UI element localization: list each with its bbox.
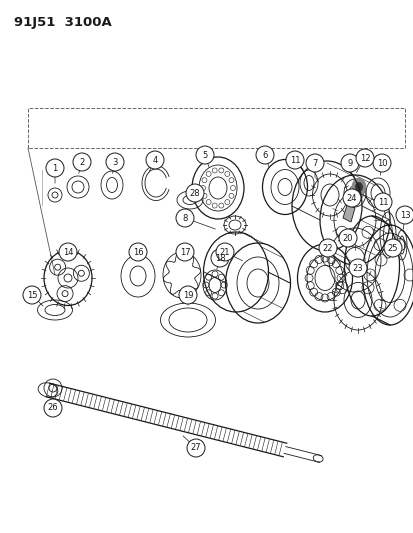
Circle shape — [395, 206, 413, 224]
Circle shape — [338, 229, 356, 247]
Circle shape — [383, 239, 401, 257]
Text: 26: 26 — [47, 403, 58, 413]
Circle shape — [178, 286, 197, 304]
Text: 1: 1 — [52, 164, 57, 173]
Text: 20: 20 — [342, 233, 352, 243]
Text: 18: 18 — [214, 254, 225, 262]
Ellipse shape — [351, 178, 365, 196]
Text: 12: 12 — [359, 154, 369, 163]
Circle shape — [216, 243, 233, 261]
Circle shape — [373, 193, 391, 211]
Text: 13: 13 — [399, 211, 409, 220]
Circle shape — [46, 159, 64, 177]
Circle shape — [185, 184, 204, 202]
Circle shape — [106, 153, 124, 171]
Text: 19: 19 — [182, 290, 193, 300]
Circle shape — [305, 154, 323, 172]
Text: 28: 28 — [189, 189, 200, 198]
Circle shape — [255, 146, 273, 164]
Circle shape — [372, 154, 390, 172]
Circle shape — [146, 151, 164, 169]
Circle shape — [73, 153, 91, 171]
Circle shape — [59, 243, 77, 261]
Circle shape — [342, 189, 360, 207]
Text: 16: 16 — [133, 247, 143, 256]
Text: 5: 5 — [202, 150, 207, 159]
Circle shape — [285, 151, 303, 169]
Text: 22: 22 — [322, 244, 332, 253]
Text: 23: 23 — [352, 263, 363, 272]
Text: 91J51  3100A: 91J51 3100A — [14, 16, 112, 29]
Text: 3: 3 — [112, 157, 117, 166]
Circle shape — [23, 286, 41, 304]
Circle shape — [187, 439, 204, 457]
Text: 9: 9 — [347, 158, 352, 167]
Circle shape — [340, 154, 358, 172]
Circle shape — [211, 249, 228, 267]
Circle shape — [355, 149, 373, 167]
Text: 6: 6 — [262, 150, 267, 159]
Text: 21: 21 — [219, 247, 230, 256]
Text: 7: 7 — [311, 158, 317, 167]
Text: 8: 8 — [182, 214, 187, 222]
Circle shape — [44, 399, 62, 417]
Text: 10: 10 — [376, 158, 386, 167]
Polygon shape — [342, 205, 354, 222]
Text: 15: 15 — [27, 290, 37, 300]
Circle shape — [176, 243, 194, 261]
Text: 24: 24 — [346, 193, 356, 203]
Circle shape — [176, 209, 194, 227]
Text: 4: 4 — [152, 156, 157, 165]
Text: 17: 17 — [179, 247, 190, 256]
Circle shape — [318, 239, 336, 257]
Circle shape — [129, 243, 147, 261]
Text: 25: 25 — [387, 244, 397, 253]
Ellipse shape — [355, 182, 362, 191]
Text: 27: 27 — [190, 443, 201, 453]
Circle shape — [195, 146, 214, 164]
Text: 2: 2 — [79, 157, 84, 166]
Text: 11: 11 — [289, 156, 299, 165]
Circle shape — [348, 259, 366, 277]
Text: 11: 11 — [377, 198, 387, 206]
Text: 14: 14 — [63, 247, 73, 256]
